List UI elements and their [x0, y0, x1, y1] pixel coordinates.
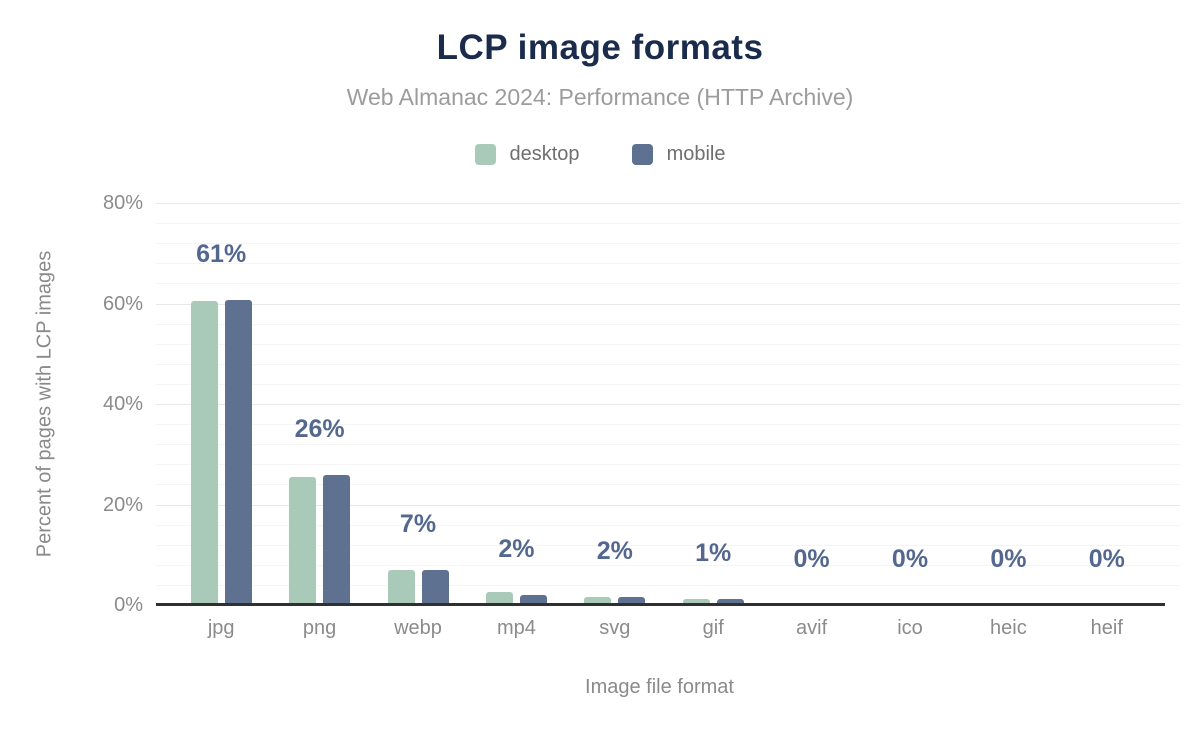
y-axis-title: Percent of pages with LCP images	[33, 250, 56, 558]
minor-gridline-32	[156, 444, 1180, 446]
bar-desktop-jpg	[190, 301, 218, 605]
y-tick-0: 0%	[114, 594, 143, 616]
y-tick-20: 20%	[102, 493, 143, 516]
bar-mobile-svg	[618, 597, 646, 605]
minor-gridline-56	[156, 323, 1180, 325]
bar-mobile-mp4	[519, 595, 547, 605]
bar-mobile-png	[323, 475, 351, 605]
plot-area: 61% 26% 7% 2% 2% 1% 0% 0% 0% 0%	[156, 203, 1180, 606]
data-label-png: 26%	[294, 415, 345, 444]
data-label-ico: 0%	[891, 545, 929, 573]
minor-gridline-52	[156, 343, 1180, 345]
bar-mobile-jpg	[224, 299, 252, 605]
y-tick-60: 60%	[102, 292, 143, 315]
data-label-jpg: 61%	[196, 239, 247, 268]
data-label-webp: 7%	[399, 509, 437, 538]
minor-gridline-36	[156, 424, 1180, 426]
minor-gridline-28	[156, 464, 1180, 466]
x-tick-webp: webp	[394, 617, 442, 639]
y-tick-80: 80%	[102, 192, 143, 214]
bar-desktop-webp	[387, 569, 415, 605]
minor-gridline-12	[156, 544, 1180, 546]
x-tick-avif: avif	[796, 617, 828, 639]
y-tick-40: 40%	[102, 393, 143, 415]
bar-desktop-png	[289, 477, 317, 605]
minor-gridline-68	[156, 263, 1180, 265]
data-label-svg: 2%	[596, 537, 633, 566]
x-tick-ico: ico	[897, 617, 923, 639]
x-tick-gif: gif	[702, 617, 724, 639]
minor-gridline-16	[156, 524, 1180, 526]
chart-title: LCP image formats	[436, 28, 764, 67]
x-tick-svg: svg	[599, 617, 631, 639]
minor-gridline-76	[156, 223, 1180, 225]
legend-swatch-mobile	[631, 144, 653, 165]
data-label-heic: 0%	[990, 545, 1027, 573]
bar-desktop-gif	[682, 599, 710, 605]
x-tick-png: png	[302, 617, 337, 639]
major-gridline-20	[156, 504, 1180, 506]
bar-mobile-gif	[716, 599, 744, 605]
legend-label-desktop: desktop	[509, 143, 580, 165]
minor-gridline-8	[156, 564, 1180, 566]
legend-swatch-desktop	[474, 144, 496, 165]
x-tick-jpg: jpg	[207, 617, 235, 639]
data-label-avif: 0%	[793, 545, 830, 573]
x-tick-mp4: mp4	[496, 617, 536, 639]
major-gridline-60	[156, 303, 1180, 305]
data-label-gif: 1%	[695, 539, 732, 568]
major-gridline-40	[156, 404, 1180, 405]
x-tick-heif: heif	[1090, 617, 1123, 639]
data-label-mp4: 2%	[498, 535, 535, 564]
minor-gridline-72	[156, 243, 1180, 245]
legend: desktop mobile	[0, 143, 1200, 166]
bar-desktop-mp4	[485, 591, 513, 605]
legend-label-mobile: mobile	[666, 143, 726, 165]
x-axis-title: Image file format	[585, 676, 734, 698]
legend-item-mobile[interactable]: mobile	[631, 143, 726, 166]
data-label-heif: 0%	[1088, 545, 1125, 573]
x-tick-heic: heic	[990, 617, 1027, 639]
minor-gridline-64	[156, 283, 1180, 285]
minor-gridline-48	[156, 363, 1180, 365]
x-axis-line	[156, 603, 1165, 606]
major-gridline-80	[156, 203, 1180, 204]
legend-item-desktop[interactable]: desktop	[474, 143, 580, 166]
chart-subtitle: Web Almanac 2024: Performance (HTTP Arch…	[346, 84, 854, 110]
minor-gridline-44	[156, 383, 1180, 385]
minor-gridline-24	[156, 484, 1180, 486]
minor-gridline-4	[156, 584, 1180, 586]
bar-mobile-webp	[421, 569, 449, 605]
bar-desktop-svg	[584, 597, 612, 605]
